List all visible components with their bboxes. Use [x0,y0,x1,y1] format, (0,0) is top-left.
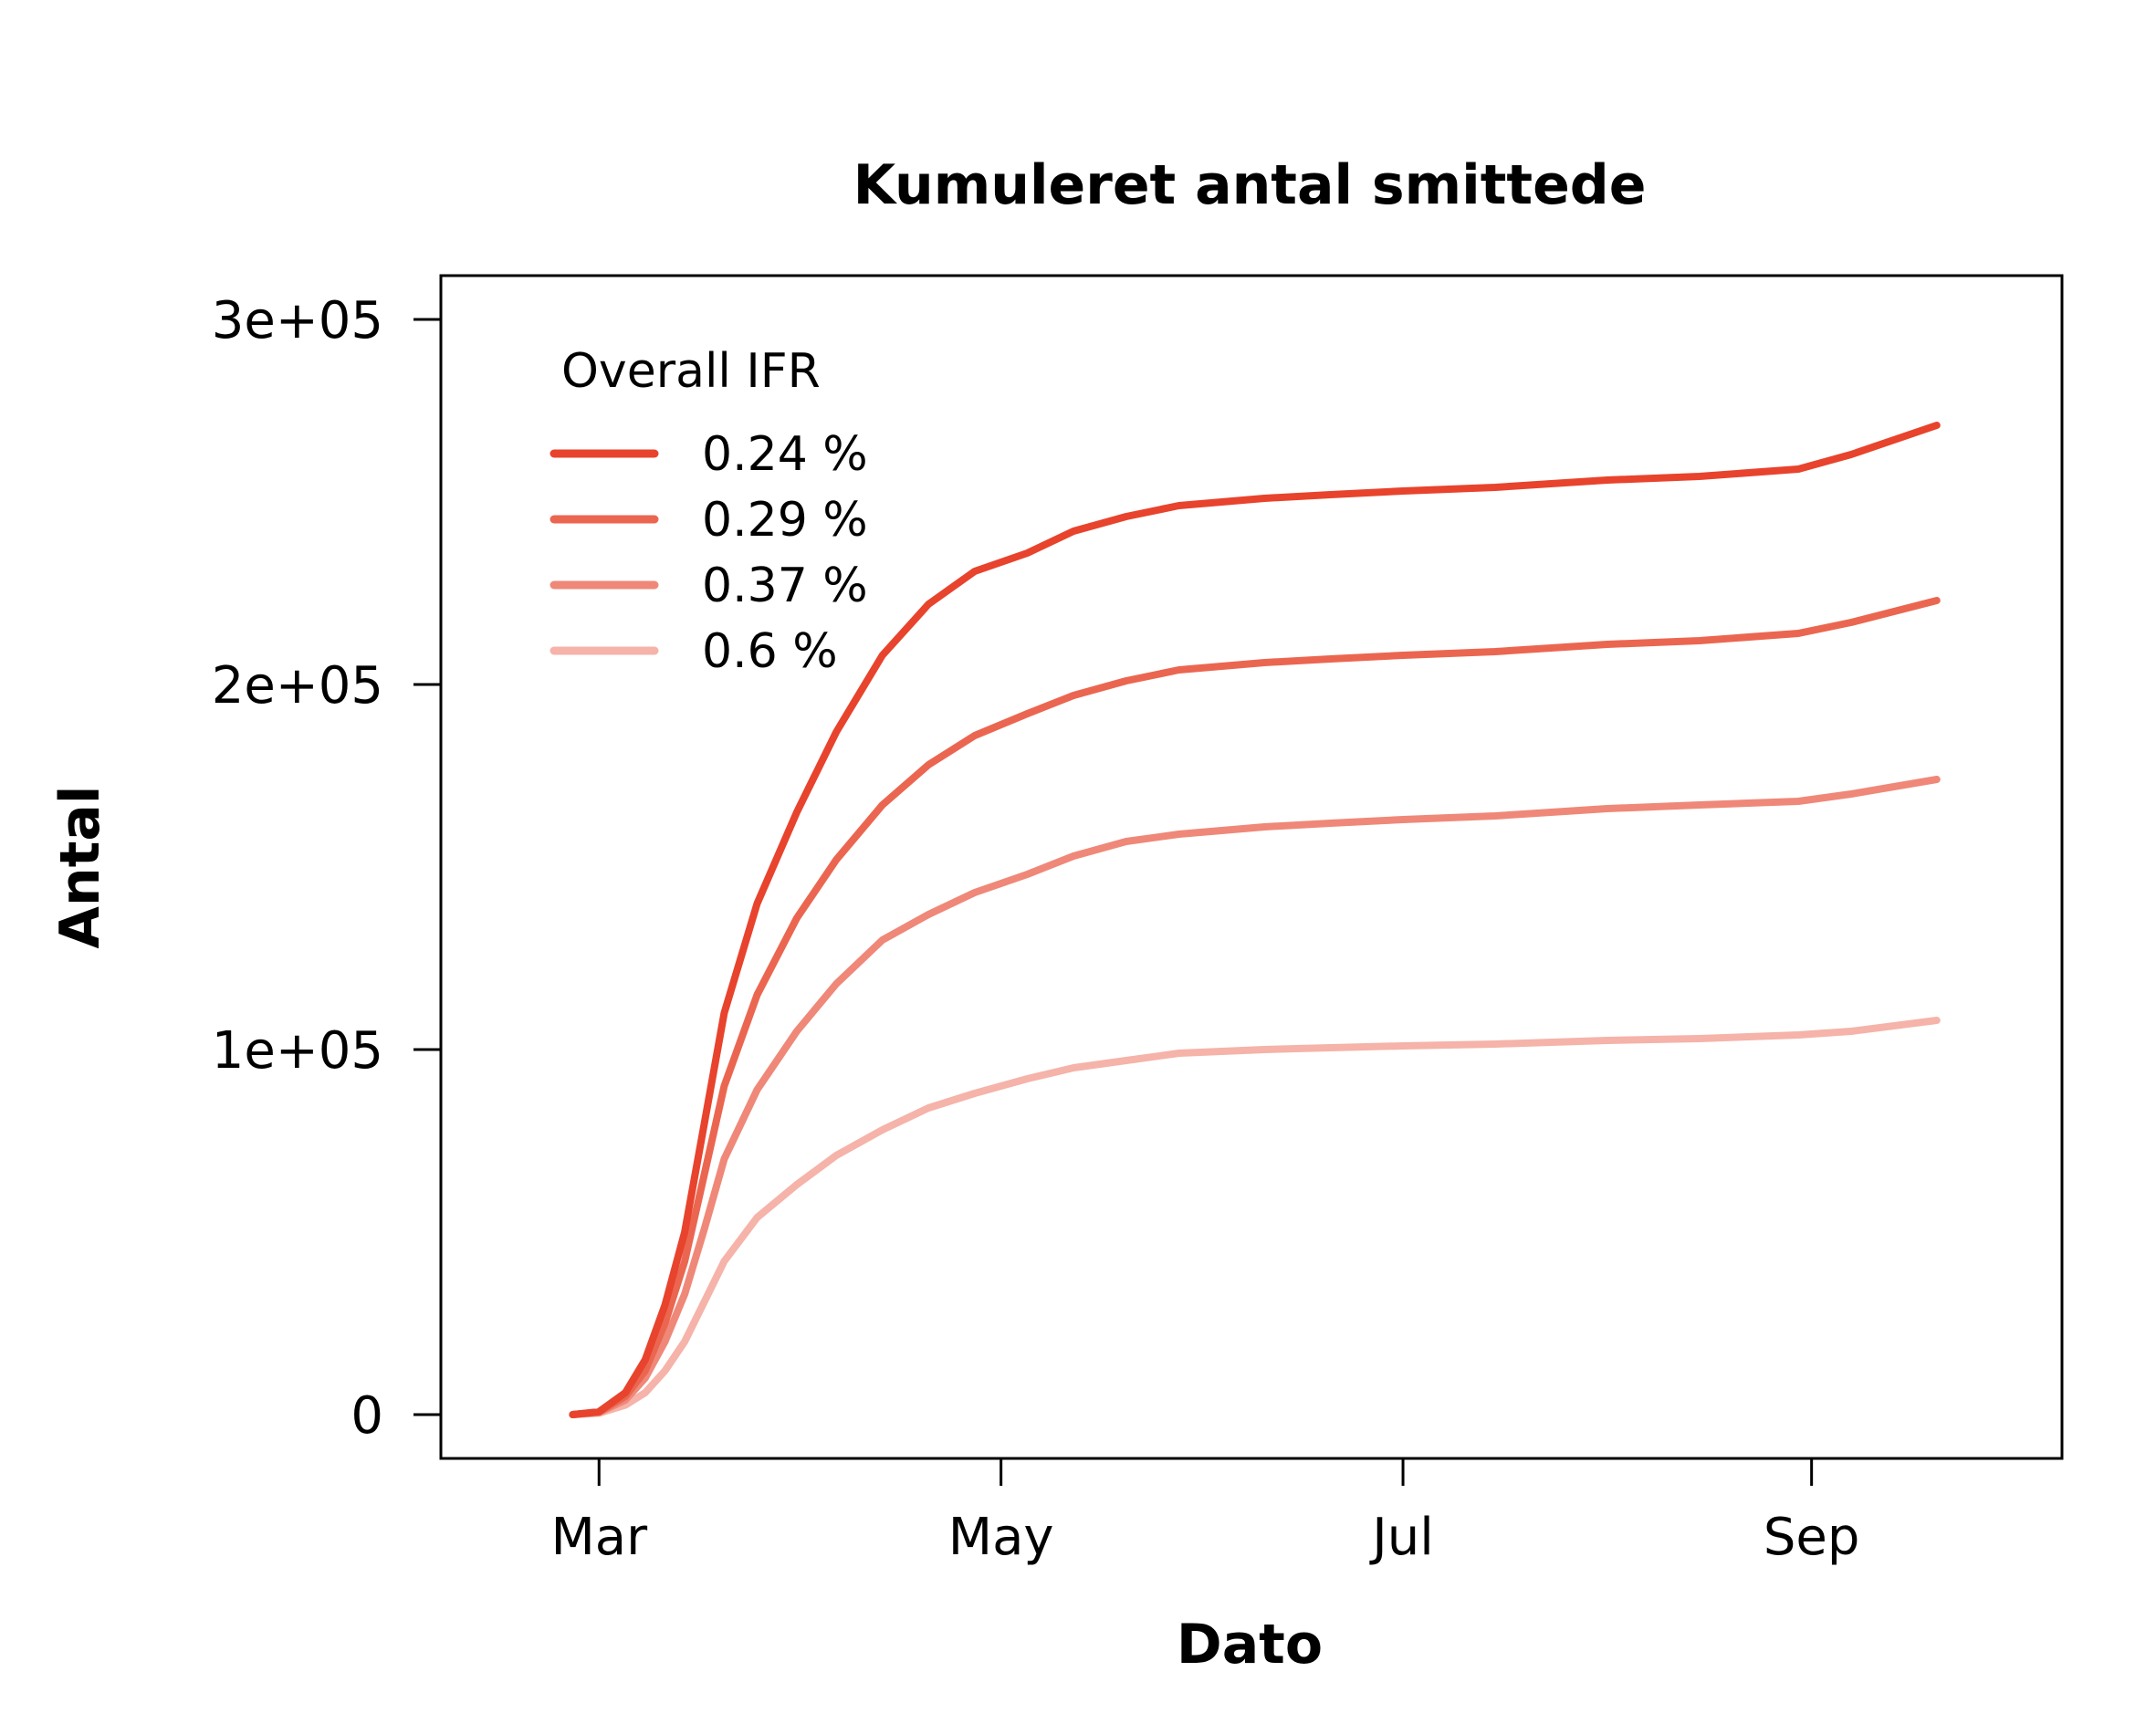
legend-label: 0.29 % [702,493,868,548]
legend-label: 0.6 % [702,624,838,679]
series-line [569,776,1941,1418]
x-tick-label: May [948,1508,1054,1567]
legend-label: 0.24 % [702,427,868,482]
x-tick-label: Mar [550,1508,648,1567]
series-line [569,422,1941,1418]
legend: Overall IFR 0.24 % 0.29 % 0.37 % 0.6 % [549,344,868,679]
x-axis: Mar May Jul Sep [550,1457,1860,1567]
series-line [569,1017,1941,1418]
legend-label: 0.37 % [702,559,868,613]
y-tick-label: 3e+05 [212,291,383,350]
y-axis: 0 1e+05 2e+05 3e+05 [212,291,443,1446]
y-tick-label: 1e+05 [212,1021,383,1081]
y-tick-label: 2e+05 [212,656,383,716]
legend-title: Overall IFR [561,344,821,399]
series-lines [569,422,1941,1418]
plot-frame [439,274,2064,1460]
chart-title: Kumuleret antal smittede [853,153,1647,217]
series-line [569,597,1941,1418]
x-tick-label: Sep [1764,1508,1860,1567]
y-axis-label: Antal [48,786,112,949]
y-tick-label: 0 [351,1386,383,1446]
x-axis-label: Dato [1177,1613,1323,1677]
x-tick-label: Jul [1369,1508,1434,1567]
